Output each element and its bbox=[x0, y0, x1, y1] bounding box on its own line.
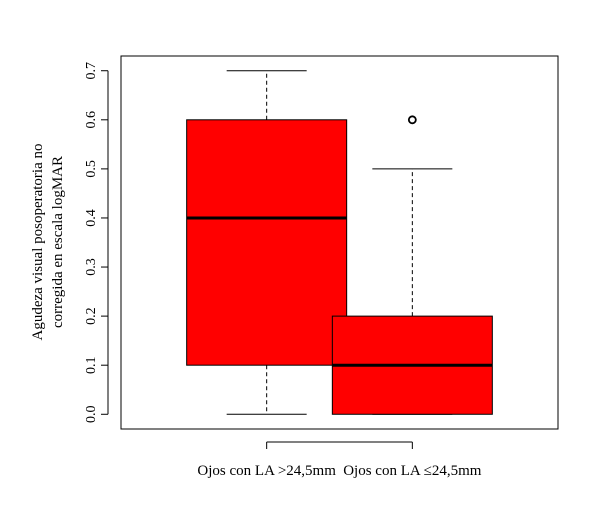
y-axis-label-line-2: corregida en escala logMAR bbox=[50, 156, 66, 328]
y-axis-label-line-1: Agudeza visual posoperatoria no bbox=[30, 143, 46, 340]
y-tick-label: 0.7 bbox=[84, 62, 99, 80]
y-tick-label: 0.1 bbox=[84, 356, 99, 374]
y-tick-label: 0.0 bbox=[84, 406, 99, 424]
outlier-point bbox=[407, 115, 417, 125]
boxes bbox=[186, 70, 493, 415]
x-axis: Ojos con LA >24,5mm Ojos con LA ≤24,5mm bbox=[197, 441, 482, 479]
y-tick-label: 0.5 bbox=[84, 160, 99, 178]
y-tick-label: 0.3 bbox=[84, 258, 99, 276]
plot-frame bbox=[120, 55, 559, 430]
y-tick-label: 0.4 bbox=[84, 209, 99, 227]
box bbox=[186, 119, 348, 366]
y-tick-label: 0.6 bbox=[84, 111, 99, 129]
box-group bbox=[331, 115, 493, 415]
y-tick-label: 0.2 bbox=[84, 307, 99, 325]
box-group bbox=[186, 70, 348, 415]
y-axis: 0.0 0.1 0.2 0.3 0.4 0.5 0.6 0.7 bbox=[84, 62, 109, 424]
x-tick-label: Ojos con LA ≤24,5mm bbox=[343, 463, 482, 479]
x-tick-label: Ojos con LA >24,5mm bbox=[197, 463, 336, 479]
